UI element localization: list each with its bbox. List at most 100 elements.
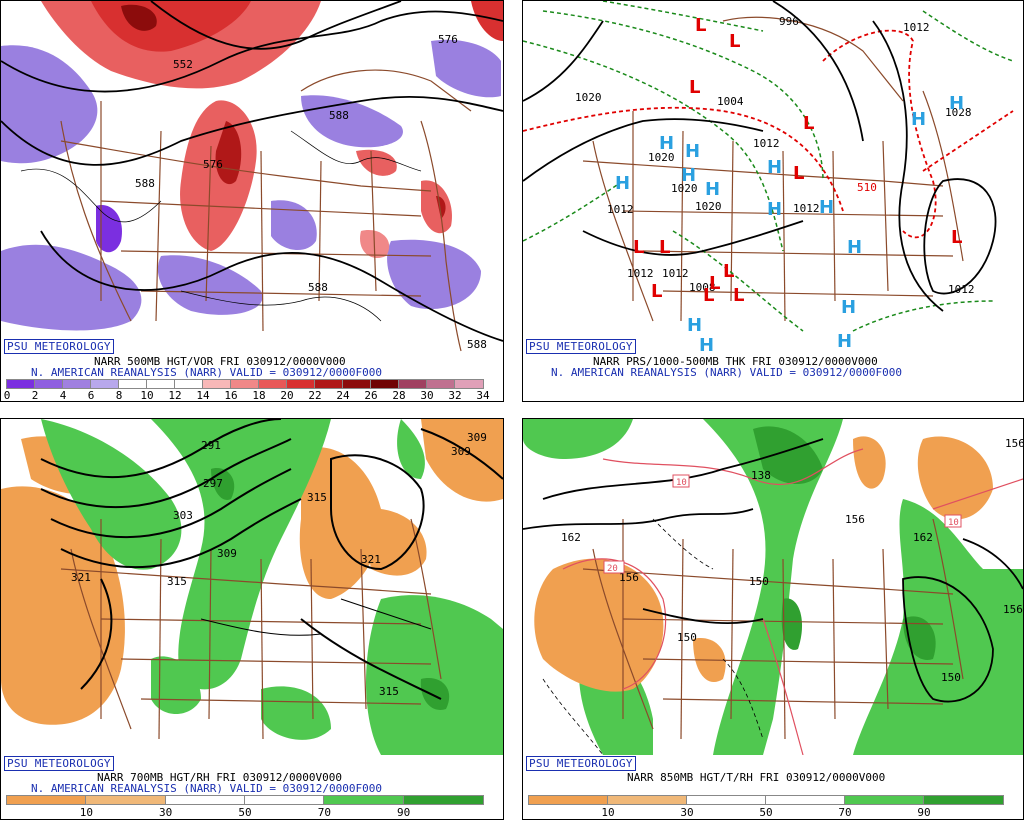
contour-label: 510 bbox=[857, 181, 877, 194]
colorbar-tick-label: 10 bbox=[140, 389, 154, 402]
contour-label: 315 bbox=[379, 685, 399, 698]
colorbar-tick-label: 50 bbox=[238, 806, 252, 819]
colorbar-swatch bbox=[528, 795, 609, 805]
chart-subcaption: N. AMERICAN REANALYSIS (NARR) VALID = 03… bbox=[31, 366, 382, 379]
colorbar-swatch bbox=[6, 379, 36, 389]
high-pressure-marker: H bbox=[699, 335, 714, 356]
colorbar-ticks: 10 30 50 70 90 bbox=[7, 806, 483, 819]
contour-label: 156 bbox=[1005, 437, 1023, 450]
colorbar bbox=[5, 795, 484, 805]
contour-label: 1020 bbox=[671, 182, 698, 195]
contour-label: 138 bbox=[751, 469, 771, 482]
colorbar-swatch bbox=[923, 795, 1004, 805]
chart-subcaption: N. AMERICAN REANALYSIS (NARR) VALID = 03… bbox=[551, 366, 902, 379]
colorbar-tick-label: 0 bbox=[3, 389, 11, 402]
contour-label: 1020 bbox=[695, 200, 722, 213]
low-pressure-marker: L bbox=[723, 261, 734, 282]
contour-label: 588 bbox=[467, 338, 487, 351]
low-pressure-marker: L bbox=[709, 273, 720, 294]
colorbar-swatch bbox=[686, 795, 767, 805]
colorbar-swatch bbox=[314, 379, 344, 389]
high-pressure-marker: H bbox=[615, 173, 630, 194]
contour-label: 156 bbox=[619, 571, 639, 584]
high-pressure-marker: H bbox=[847, 237, 862, 258]
contour-label: 1012 bbox=[753, 137, 780, 150]
contour-label: 1012 bbox=[903, 21, 930, 34]
colorbar-swatch bbox=[62, 379, 92, 389]
pressure-thickness-map: 1020 1004 996 1012 1020 1020 1012 1012 1… bbox=[523, 1, 1014, 356]
panel-pressure-thickness: 1020 1004 996 1012 1020 1020 1012 1012 1… bbox=[522, 0, 1024, 402]
colorbar-tick-label: 20 bbox=[280, 389, 294, 402]
contour-label: 297 bbox=[203, 477, 223, 490]
low-pressure-marker: L bbox=[793, 163, 804, 184]
vorticity-map: 576 552 588 576 588 588 588 bbox=[1, 1, 503, 352]
colorbar-tick-label: 10 bbox=[601, 806, 615, 819]
colorbar-tick-label: 16 bbox=[224, 389, 238, 402]
temperature-label-box bbox=[672, 474, 690, 488]
colorbar-swatch bbox=[607, 795, 688, 805]
colorbar bbox=[528, 795, 1004, 805]
colorbar-ticks: 10 30 50 70 90 bbox=[529, 806, 1003, 819]
colorbar-tick-label: 90 bbox=[397, 806, 411, 819]
contour-label: 1008 bbox=[689, 281, 716, 294]
contour-label: 309 bbox=[451, 445, 471, 458]
low-pressure-marker: L bbox=[689, 77, 700, 98]
contour-label: 1028 bbox=[945, 106, 972, 119]
colorbar-tick-label: 32 bbox=[448, 389, 462, 402]
temperature-label-box bbox=[944, 514, 962, 528]
colorbar-tick-label: 70 bbox=[838, 806, 852, 819]
low-pressure-marker: L bbox=[651, 281, 662, 302]
high-pressure-marker: H bbox=[687, 315, 702, 336]
colorbar-swatch bbox=[454, 379, 484, 389]
high-pressure-marker: H bbox=[705, 179, 720, 200]
chart-caption: NARR PRS/1000-500MB THK FRI 030912/0000V… bbox=[593, 355, 878, 368]
contour-label: 309 bbox=[217, 547, 237, 560]
contour-label: 1020 bbox=[575, 91, 602, 104]
high-pressure-marker: H bbox=[949, 93, 964, 114]
contour-label: 315 bbox=[307, 491, 327, 504]
colorbar-tick-label: 30 bbox=[159, 806, 173, 819]
high-pressure-marker: H bbox=[685, 141, 700, 162]
colorbar-swatch bbox=[90, 379, 120, 389]
colorbar-swatch bbox=[34, 379, 64, 389]
chart-caption: NARR 500MB HGT/VOR FRI 030912/0000V000 bbox=[94, 355, 346, 368]
high-pressure-marker: H bbox=[841, 297, 856, 318]
colorbar-swatch bbox=[174, 379, 204, 389]
colorbar-swatch bbox=[164, 795, 246, 805]
colorbar-tick-label: 70 bbox=[317, 806, 331, 819]
colorbar-swatch bbox=[402, 795, 484, 805]
psu-logo: PSU METEOROLOGY bbox=[4, 339, 114, 354]
colorbar-tick-label: 6 bbox=[87, 389, 95, 402]
colorbar-tick-label: 22 bbox=[308, 389, 322, 402]
colorbar-tick-label: 90 bbox=[917, 806, 931, 819]
colorbar-swatch bbox=[426, 379, 456, 389]
colorbar-tick-label: 10 bbox=[79, 806, 93, 819]
colorbar-swatch bbox=[765, 795, 846, 805]
colorbar-tick-label: 4 bbox=[59, 389, 67, 402]
contour-label: 588 bbox=[135, 177, 155, 190]
colorbar-swatch bbox=[85, 795, 167, 805]
contour-label: 315 bbox=[167, 575, 187, 588]
high-pressure-marker: H bbox=[819, 197, 834, 218]
colorbar-tick-label: 26 bbox=[364, 389, 378, 402]
contour-label: 588 bbox=[329, 109, 349, 122]
colorbar-tick-label: 14 bbox=[196, 389, 210, 402]
chart-caption: NARR 850MB HGT/T/RH FRI 030912/0000V000 bbox=[627, 771, 886, 784]
colorbar-tick-label: 2 bbox=[31, 389, 39, 402]
colorbar-tick-label: 12 bbox=[168, 389, 182, 402]
high-pressure-marker: H bbox=[767, 199, 782, 220]
contour-label: 1012 bbox=[793, 202, 820, 215]
contour-label: 1012 bbox=[948, 283, 975, 296]
colorbar-swatch bbox=[5, 795, 88, 805]
contour-label: 150 bbox=[749, 575, 769, 588]
contour-label: 150 bbox=[677, 631, 697, 644]
colorbar-swatch bbox=[230, 379, 260, 389]
contour-label: 576 bbox=[203, 158, 223, 171]
contour-label: 291 bbox=[201, 439, 221, 452]
contour-label: 162 bbox=[561, 531, 581, 544]
low-pressure-marker: L bbox=[695, 15, 706, 36]
high-pressure-marker: H bbox=[681, 165, 696, 186]
colorbar-swatch bbox=[146, 379, 176, 389]
contour-label: 156 bbox=[1003, 603, 1023, 616]
colorbar-swatch bbox=[342, 379, 372, 389]
